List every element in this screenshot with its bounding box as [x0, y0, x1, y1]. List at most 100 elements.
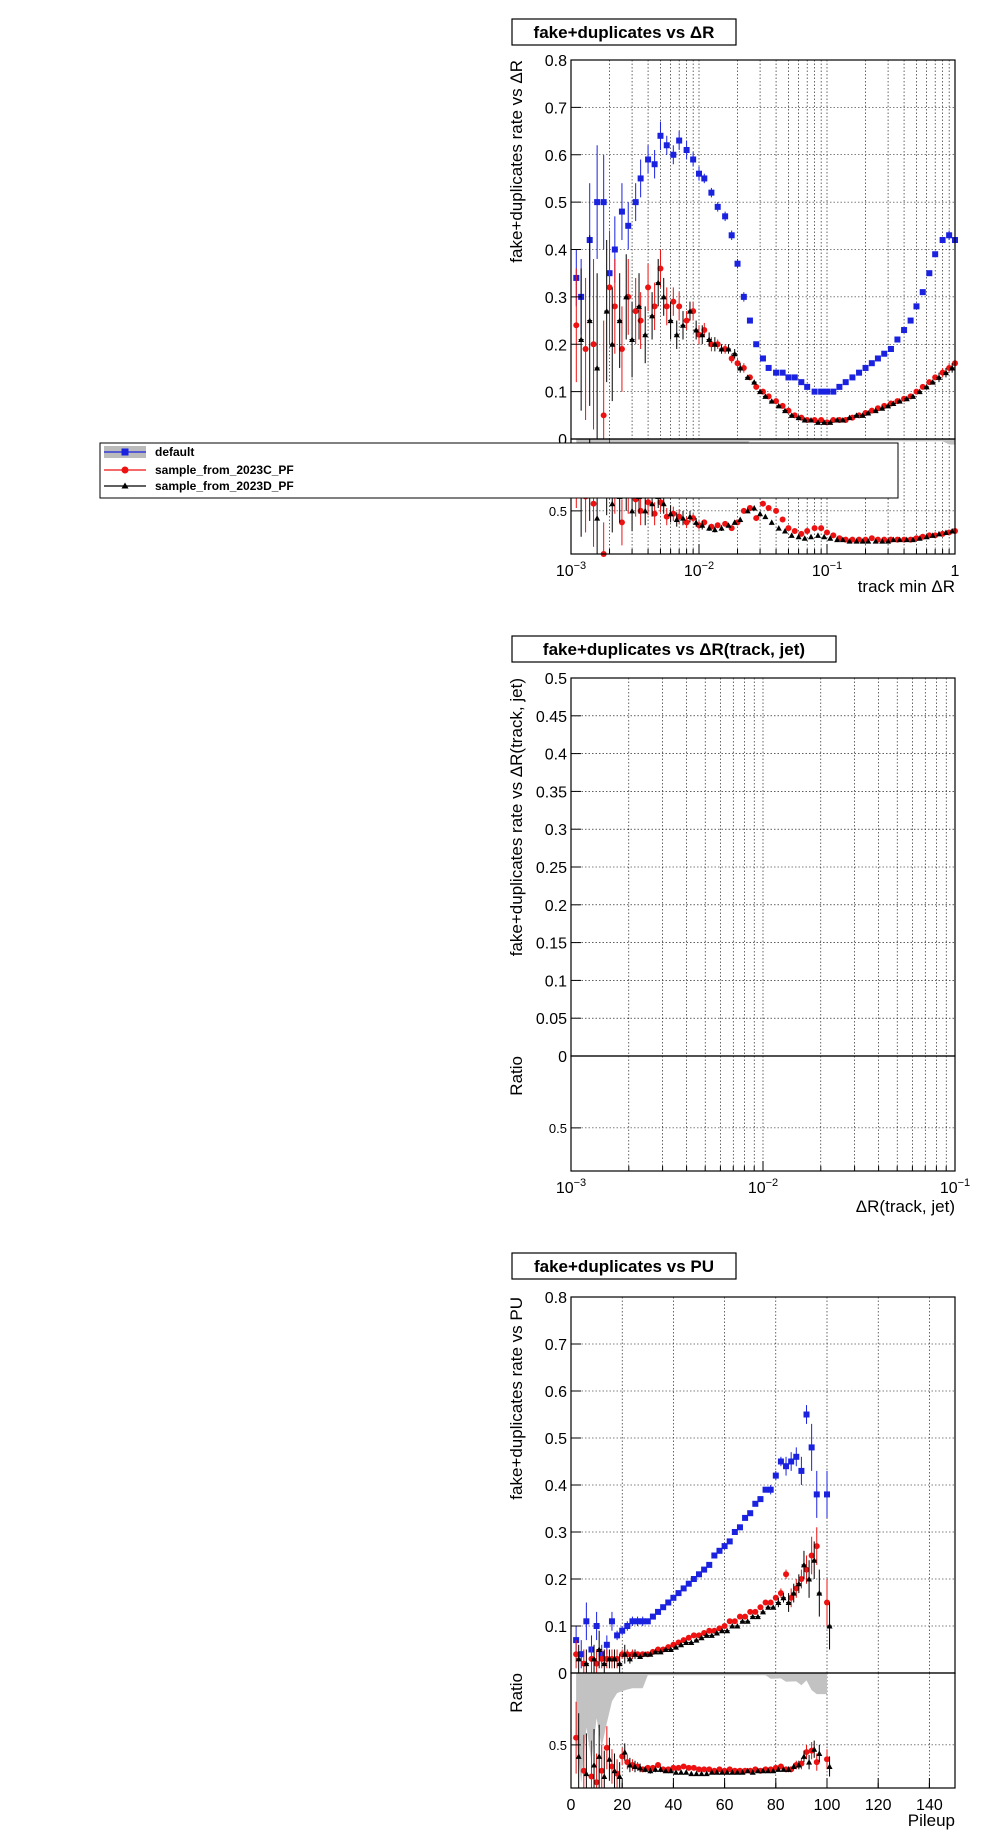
ratio-axis-title: Ratio	[507, 1673, 526, 1713]
data-point	[795, 1580, 802, 1587]
y-tick-label: 0.2	[545, 337, 567, 354]
ratio-point	[765, 505, 772, 511]
ratio-point	[879, 538, 886, 544]
data-point	[591, 1655, 598, 1662]
data-point	[777, 1590, 784, 1597]
ratio-point	[680, 515, 687, 521]
ratio-point	[706, 1766, 713, 1773]
data-point	[913, 303, 920, 310]
ratio-point	[583, 1770, 590, 1777]
data-point	[804, 383, 811, 390]
data-point	[894, 336, 901, 343]
ratio-point	[806, 1759, 813, 1765]
ratio-point	[609, 500, 616, 507]
data-point	[856, 369, 863, 376]
legend-entry-default: default	[104, 445, 194, 459]
ratio-point	[619, 1753, 626, 1760]
ratio-point	[718, 525, 725, 531]
ratio-point	[779, 516, 786, 523]
data-point	[603, 1641, 610, 1648]
axis-ticks: 10−3 10−2 10−1 100.10.20.30.40.50.60.70.80.…	[545, 53, 960, 580]
data-point	[645, 284, 652, 291]
y-tick-label: 0.6	[545, 148, 567, 165]
x-axis-title: Pileup	[908, 1811, 955, 1830]
ratio-point	[690, 515, 697, 522]
data-point	[791, 374, 798, 381]
data-point	[890, 400, 897, 406]
ratio-point	[590, 500, 597, 507]
data-point	[896, 398, 903, 404]
ratio-point	[626, 1762, 633, 1768]
data-point	[801, 417, 808, 423]
chart-panel-delta-r: fake+duplicates vs ΔR 10−3 10−2 10−1 100.10…	[507, 18, 960, 596]
data-point	[808, 1444, 815, 1451]
data-point	[662, 1646, 669, 1652]
ratio-tick-label: 0.5	[549, 504, 567, 519]
data-point	[885, 402, 892, 409]
data-point	[929, 379, 936, 385]
y-tick-label: 0.3	[545, 822, 567, 839]
data-point	[760, 1608, 766, 1615]
ratio-point	[808, 533, 815, 540]
y-tick-label: 0.45	[536, 709, 567, 726]
ratio-point	[683, 1769, 690, 1775]
legend-label: sample_from_2023C_PF	[155, 463, 294, 477]
ratio-point	[693, 519, 700, 525]
y-tick-label: 0.1	[545, 1619, 567, 1636]
ratio-point	[608, 1763, 615, 1770]
y-tick-label: 0.15	[536, 936, 567, 953]
data-point	[846, 414, 853, 421]
ratio-point	[647, 1767, 654, 1774]
data-point	[690, 1576, 697, 1582]
ratio-point	[734, 1769, 741, 1775]
ratio-point	[690, 1764, 697, 1771]
ratio-point	[696, 1766, 702, 1773]
ratio-point	[929, 532, 936, 538]
data-point	[757, 1604, 764, 1611]
data-point	[798, 379, 805, 386]
data-point	[632, 199, 639, 206]
data-point	[773, 369, 780, 376]
data-point	[645, 156, 652, 163]
data-point	[830, 388, 837, 395]
x-tick-label: 20	[613, 1797, 631, 1814]
data-point	[593, 1623, 600, 1629]
ratio-point	[649, 500, 656, 507]
data-point	[839, 417, 846, 423]
ratio-point	[762, 513, 769, 520]
ratio-point	[826, 1763, 833, 1769]
chart-title-box: fake+duplicates vs PU	[511, 1252, 737, 1280]
y-tick-label: 0.25	[536, 860, 567, 877]
y-tick-label: 0.8	[545, 53, 567, 70]
data-point	[775, 402, 782, 409]
data-point	[753, 341, 760, 348]
ratio-point	[632, 1763, 638, 1769]
data-point	[660, 293, 667, 300]
data-point	[649, 1613, 656, 1620]
x-tick-label: 140	[916, 1797, 943, 1814]
data-point	[578, 336, 585, 343]
data-point	[600, 199, 607, 206]
data-point	[698, 1634, 705, 1641]
ratio-point	[603, 1744, 610, 1751]
ratio-point	[693, 1770, 700, 1777]
y-tick-label: 0.2	[545, 1572, 567, 1589]
ratio-point	[714, 522, 721, 529]
data-point	[721, 1543, 728, 1550]
data-point	[788, 1594, 795, 1601]
data-point	[765, 1604, 772, 1610]
grid-layer	[571, 678, 955, 1171]
data-point	[746, 317, 753, 324]
legend-circle-marker	[121, 466, 129, 474]
data-point	[932, 251, 939, 258]
data-point	[711, 1552, 718, 1559]
data-point	[651, 303, 658, 310]
data-point	[731, 350, 738, 357]
ratio-point	[601, 1773, 608, 1779]
data-point	[663, 142, 670, 149]
ratio-point	[800, 1753, 807, 1759]
ratio-point	[839, 536, 846, 543]
ratio-point	[706, 525, 713, 531]
data-point	[719, 1627, 726, 1634]
data-point	[926, 270, 933, 277]
